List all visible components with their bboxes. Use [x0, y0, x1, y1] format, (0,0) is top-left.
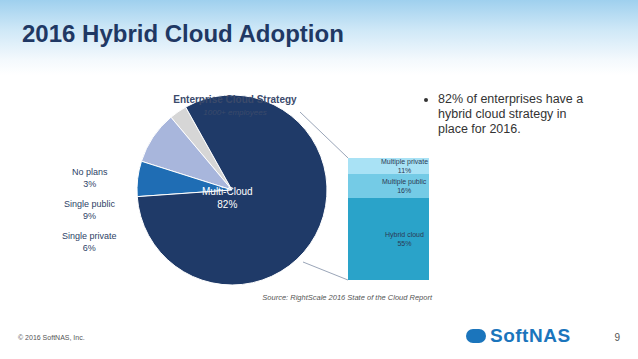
html-text:Source: RightScale 2016 State: Source: RightScale 2016 State of the Clo… [262, 293, 432, 302]
svg-text:Multi-Cloud82%: Multi-Cloud82% [202, 186, 253, 210]
svg-text:Multiple private11%: Multiple private11% [381, 158, 428, 174]
html-text:2016 Hybrid Cloud Adoption: 2016 Hybrid Cloud Adoption [22, 20, 344, 47]
svg-text:Single private6%: Single private6% [62, 231, 117, 253]
svg-text:Multiple public16%: Multiple public16% [382, 178, 427, 194]
html-text:SoftNAS: SoftNAS [490, 325, 571, 346]
html-text:© 2016 SoftNAS, Inc.: © 2016 SoftNAS, Inc. [18, 334, 85, 341]
svg-text:No plans3%: No plans3% [72, 167, 108, 189]
html-text:9: 9 [614, 332, 620, 343]
svg-text:Hybrid cloud55%: Hybrid cloud55% [385, 231, 424, 247]
html-text:1000+ employees: 1000+ employees [203, 108, 267, 117]
svg-text:Single public9%: Single public9% [64, 199, 116, 221]
html-text:82% of enterprises have a hybr: 82% of enterprises have a hybrid cloud s… [438, 92, 584, 136]
html-text:Enterprise Cloud Strategy: Enterprise Cloud Strategy [173, 94, 297, 105]
